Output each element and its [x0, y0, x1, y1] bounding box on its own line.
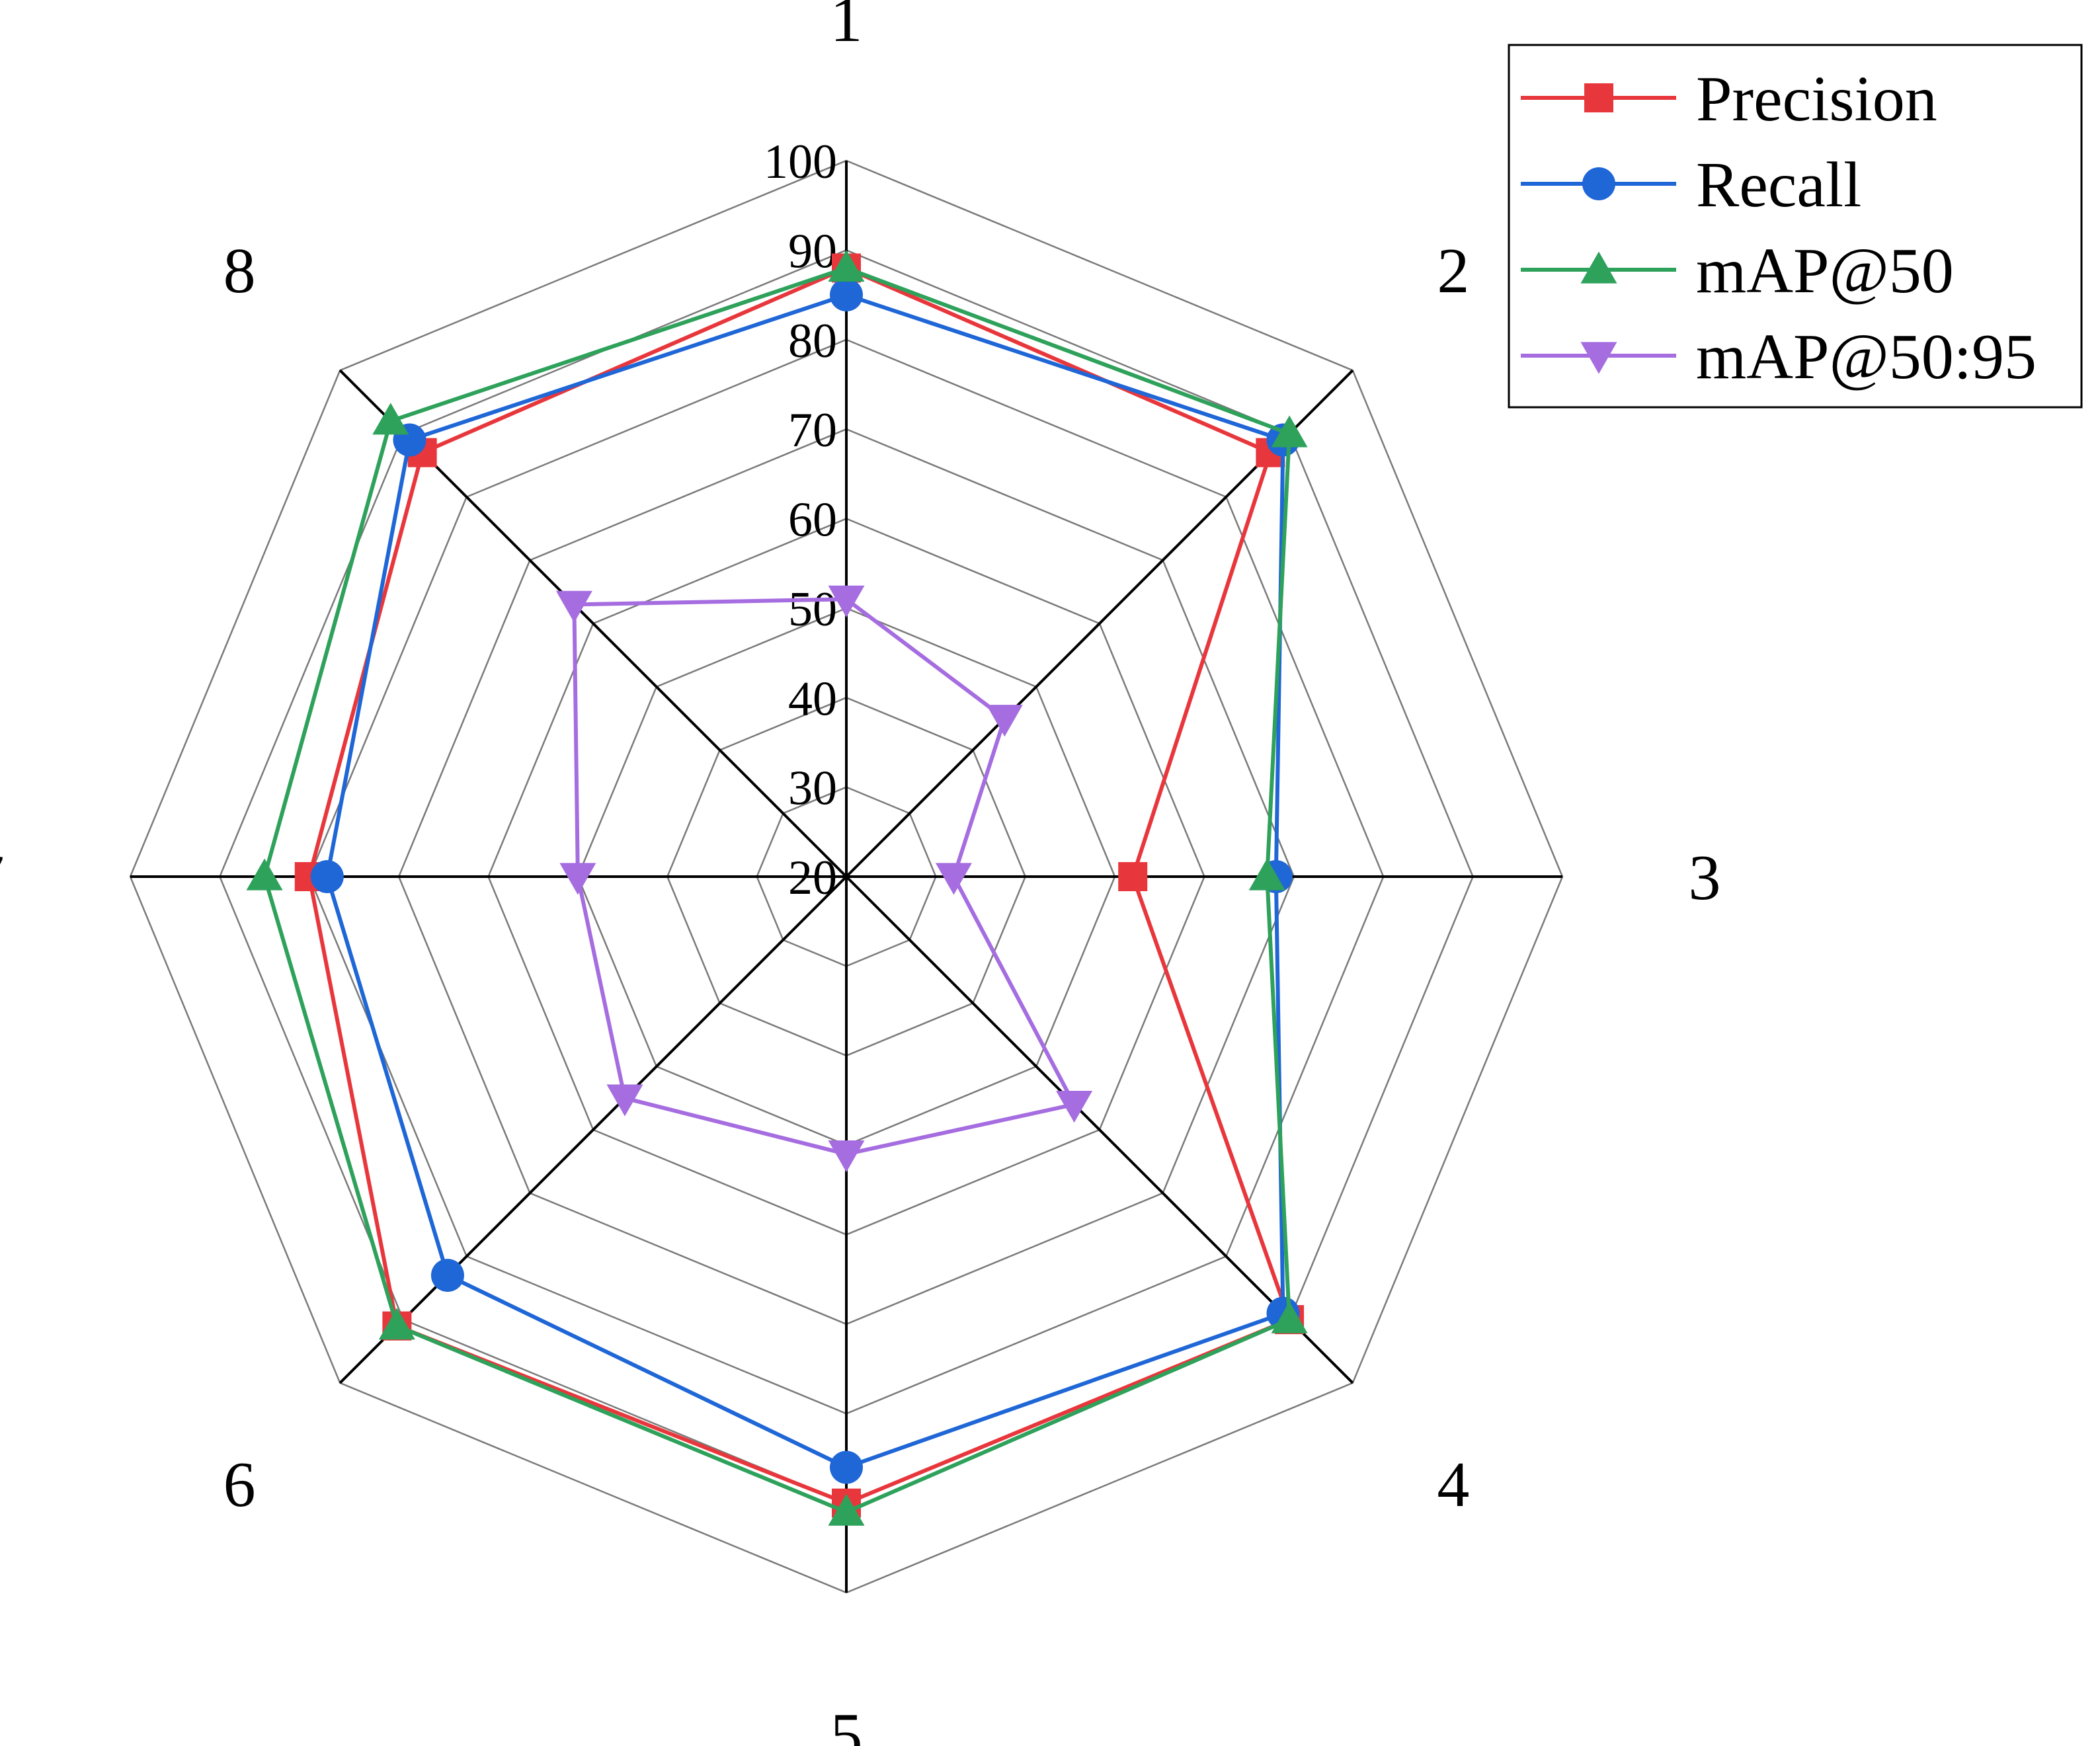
category-label-6: 6: [223, 1449, 256, 1521]
data-point-mAP@50-5: [828, 1493, 865, 1526]
category-label-7: 7: [0, 842, 5, 914]
r-tick-label: 20: [788, 851, 837, 905]
data-point-mAP@50:95-5: [828, 1140, 865, 1173]
series-mAP@50:95: [555, 585, 1093, 1173]
r-tick-label: 80: [788, 314, 837, 368]
legend-label-Precision: Precision: [1696, 63, 1937, 135]
radial-tick-labels: 20 30 40 50 60 70 80 90 100: [764, 135, 837, 905]
data-point-mAP@50:95-2: [986, 705, 1023, 737]
data-point-mAP@50-3: [1248, 858, 1285, 891]
spoke-4: [845, 875, 1354, 1384]
data-point-mAP@50:95-6: [606, 1084, 643, 1117]
data-point-Recall-5: [830, 1450, 863, 1484]
data-point-mAP@50:95-8: [555, 590, 592, 623]
data-point-Recall-7: [310, 860, 344, 893]
data-point-Recall-6: [430, 1259, 464, 1292]
data-point-mAP@50-8: [372, 403, 409, 435]
r-tick-label: 30: [788, 762, 837, 816]
r-tick-label: 90: [788, 224, 837, 278]
radar-spokes: [130, 161, 1562, 1593]
data-point-mAP@50-1: [828, 249, 865, 282]
data-point-mAP@50-6: [378, 1308, 415, 1340]
r-tick-label: 50: [788, 582, 837, 637]
data-point-mAP@50:95-7: [559, 863, 596, 895]
category-label-3: 3: [1689, 842, 1721, 914]
data-point-Recall-1: [830, 278, 863, 312]
r-tick-label: 60: [788, 493, 837, 547]
series-layer: [246, 249, 1308, 1526]
legend-marker-mAP@50:95: [1580, 342, 1617, 374]
legend-marker-Precision: [1584, 83, 1613, 112]
r-tick-label: 70: [788, 403, 837, 457]
legend-label-Recall: Recall: [1696, 149, 1861, 221]
category-label-5: 5: [830, 1700, 863, 1746]
legend: Precision Recall mAP@50 mAP@50:95: [1508, 44, 2083, 409]
data-point-mAP@50:95-3: [935, 863, 972, 895]
data-point-Precision-3: [1118, 862, 1148, 891]
r-tick-label: 100: [764, 135, 837, 189]
data-point-mAP@50-2: [1271, 415, 1308, 448]
r-tick-label: 40: [788, 672, 837, 726]
category-label-2: 2: [1437, 235, 1469, 307]
legend-marker-mAP@50: [1580, 251, 1617, 284]
legend-label-mAP@50:95: mAP@50:95: [1696, 321, 2037, 393]
category-label-8: 8: [223, 235, 256, 307]
category-label-1: 1: [830, 0, 863, 56]
data-point-mAP@50:95-1: [828, 585, 865, 617]
data-point-mAP@50-7: [246, 858, 283, 891]
spoke-6: [339, 875, 848, 1384]
data-point-mAP@50-4: [1271, 1301, 1308, 1333]
data-point-mAP@50:95-4: [1056, 1090, 1093, 1123]
category-label-4: 4: [1437, 1449, 1469, 1521]
legend-marker-Recall: [1582, 167, 1615, 200]
series-mAP@50: [246, 249, 1308, 1526]
category-labels: 1 2 3 4 5 6 7 8: [0, 0, 1721, 1746]
legend-label-mAP@50: mAP@50: [1696, 235, 1954, 307]
